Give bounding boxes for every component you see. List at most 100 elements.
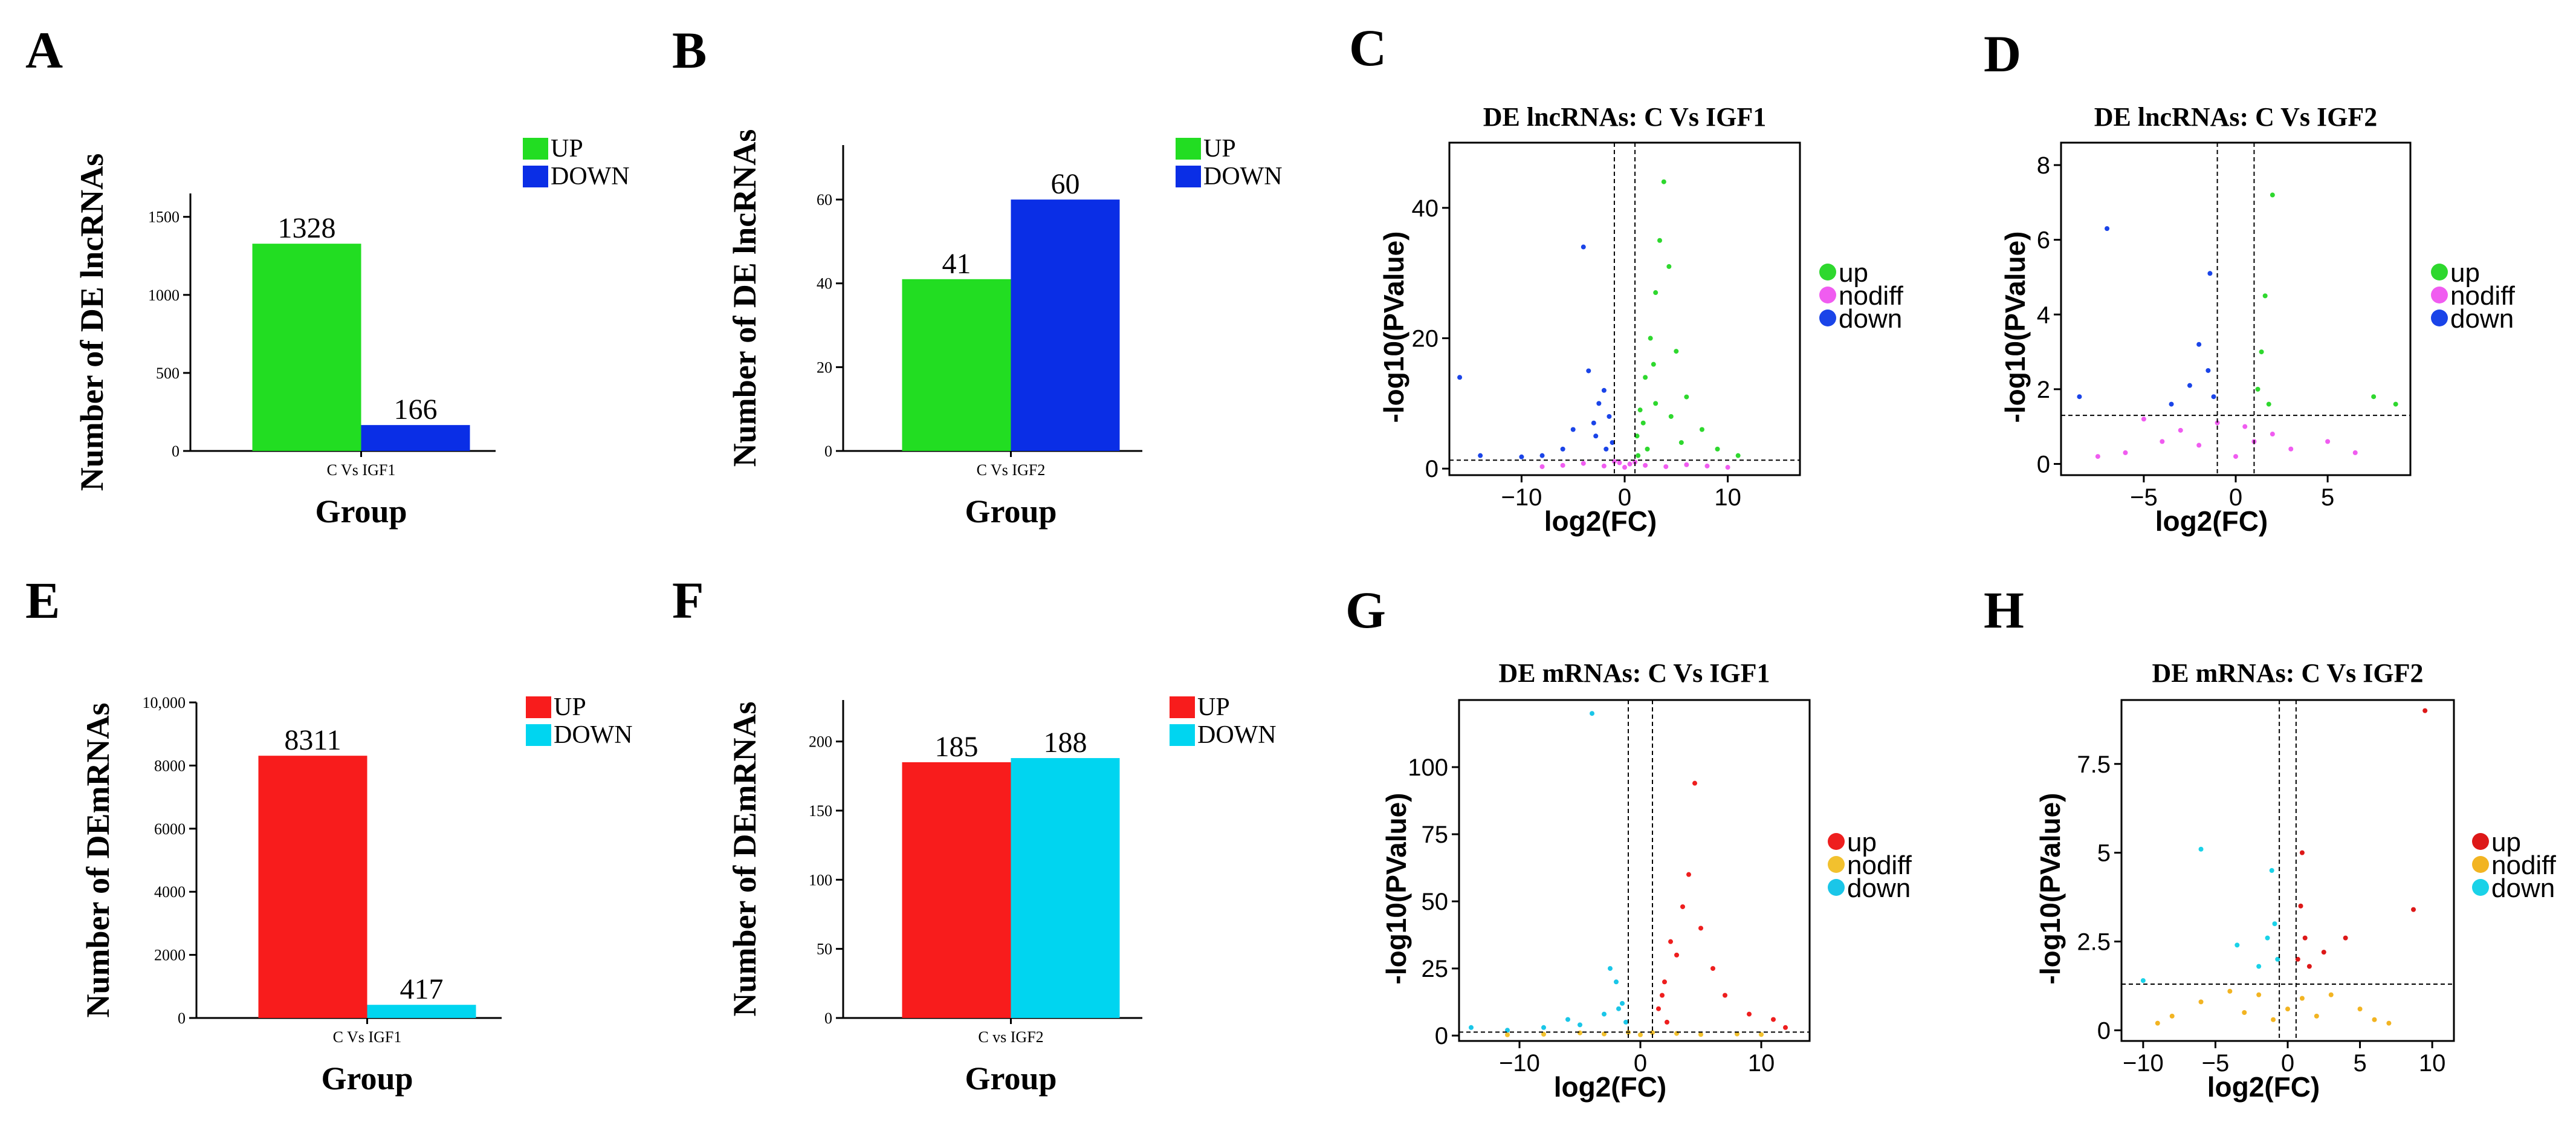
legend-dot-down (1819, 310, 1836, 326)
legend-label-up: up (2491, 828, 2521, 857)
y-tick-label: 4000 (154, 883, 186, 901)
legend-dot-up (1828, 833, 1845, 850)
legend-swatch-up (1170, 696, 1195, 718)
legend-label-down: DOWN (551, 163, 630, 190)
x-tick-label: 5 (2353, 1050, 2366, 1077)
y-tick-label: 0 (178, 1010, 186, 1027)
legend-label-nodiff: nodiff (1847, 851, 1912, 880)
y-tick-label: 0 (2097, 1017, 2111, 1044)
point-up (2321, 950, 2326, 955)
legend-dot-up (2472, 833, 2489, 850)
point-up (1668, 413, 1674, 419)
point-down (2211, 394, 2216, 400)
plot-title: DE lncRNAs: C Vs IGF2 (2094, 102, 2378, 132)
point-up (1668, 939, 1673, 944)
y-tick-label: 2.5 (2077, 929, 2111, 956)
x-tick-label: C Vs IGF2 (977, 461, 1046, 479)
point-down (1604, 446, 1609, 452)
point-up (2298, 903, 2303, 909)
y-tick-label: 75 (1422, 822, 1449, 848)
legend-label-up: up (2450, 258, 2480, 288)
point-nodiff (1704, 463, 1710, 468)
point-up (2306, 964, 2312, 969)
legend-dot-down (1828, 879, 1845, 896)
legend-label-nodiff: nodiff (2491, 851, 2557, 880)
point-nodiff (1638, 1032, 1643, 1037)
legend-label-nodiff: nodiff (2450, 281, 2516, 311)
point-up (1648, 335, 1653, 341)
point-down (1586, 368, 1591, 374)
point-nodiff (1539, 464, 1545, 469)
point-down (1620, 1000, 1625, 1006)
y-tick-label: 8 (2037, 152, 2050, 179)
legend-label-down: down (2491, 874, 2555, 903)
point-nodiff (2270, 432, 2275, 437)
y-axis-title: -log10(PValue) (2034, 793, 2066, 985)
point-up (1651, 361, 1656, 367)
bar-down (1011, 199, 1120, 451)
panel-letter: F (672, 571, 704, 629)
point-down (1601, 387, 1607, 393)
point-down (1541, 1025, 1546, 1030)
point-up (1680, 904, 1685, 909)
y-tick-label: 0 (1435, 1023, 1448, 1049)
y-axis-title: Number of DE lncRNAs (727, 129, 763, 467)
point-up (1684, 394, 1689, 400)
point-nodiff (2299, 996, 2305, 1001)
x-axis-title: Group (315, 493, 407, 530)
point-nodiff (1541, 1031, 1546, 1037)
point-down (1519, 454, 1524, 459)
point-up (1643, 375, 1648, 380)
bar-down (361, 425, 470, 451)
panel-h: H DE mRNAs: C Vs IGF2 −10 −5 0 5 10 0 2.5 5 7.5 log… (1984, 581, 2557, 1103)
point-down (1581, 244, 1586, 250)
legend-label-down: DOWN (1203, 163, 1283, 190)
bar-down (367, 1005, 476, 1018)
point-down (2105, 226, 2110, 232)
point-nodiff (2178, 427, 2183, 433)
point-down (2205, 368, 2211, 373)
point-up (2262, 293, 2268, 299)
plot-title: DE mRNAs: C Vs IGF1 (1499, 658, 1770, 688)
x-tick-label: 10 (2419, 1050, 2446, 1077)
point-nodiff (1581, 461, 1586, 466)
point-nodiff (2160, 439, 2165, 444)
legend-label-down: down (2450, 304, 2514, 334)
x-tick-label: −10 (1499, 1050, 1540, 1077)
y-tick-label: 20 (1412, 326, 1439, 352)
point-up (2266, 401, 2271, 407)
point-up (1660, 993, 1665, 998)
point-up (1710, 966, 1715, 971)
point-up (1686, 872, 1691, 877)
panel-f: F 0 50 100 150 200 185 188 C vs IGF2 Group Number … (672, 571, 1277, 1097)
bar-up (902, 762, 1011, 1018)
point-down (1602, 1011, 1607, 1017)
point-nodiff (2256, 992, 2262, 997)
bar-value-label: 1328 (278, 212, 336, 244)
point-down (1539, 453, 1545, 458)
y-tick-label: 2000 (154, 947, 186, 964)
point-up (1771, 1017, 1776, 1022)
y-tick-label: 7.5 (2077, 751, 2111, 778)
y-tick-label: 2 (2037, 377, 2050, 403)
y-tick-label: 150 (809, 802, 832, 820)
y-tick-label: 100 (1408, 754, 1448, 781)
panel-d: D DE lncRNAs: C Vs IGF2 −5 0 5 0 2 4 6 8 log2(FC) -… (1984, 25, 2516, 537)
y-tick-label: 100 (809, 871, 832, 889)
plot-title: DE lncRNAs: C Vs IGF1 (1483, 102, 1767, 132)
point-down (1478, 453, 1483, 458)
point-up (2302, 935, 2308, 941)
point-nodiff (1643, 462, 1648, 468)
point-up (2343, 935, 2348, 941)
legend-label-down: DOWN (1197, 721, 1277, 749)
point-nodiff (2372, 1017, 2377, 1022)
point-up (1692, 780, 1697, 786)
bar-up (252, 244, 361, 451)
point-down (2140, 978, 2146, 984)
panel-b: B 0 20 40 60 41 60 C Vs IGF2 Group Number of DE l… (672, 21, 1283, 530)
y-axis-title: Number of DEmRNAs (80, 703, 116, 1018)
plot-frame (1448, 141, 1801, 476)
point-down (2187, 383, 2192, 388)
legend-dot-down (2431, 310, 2448, 326)
